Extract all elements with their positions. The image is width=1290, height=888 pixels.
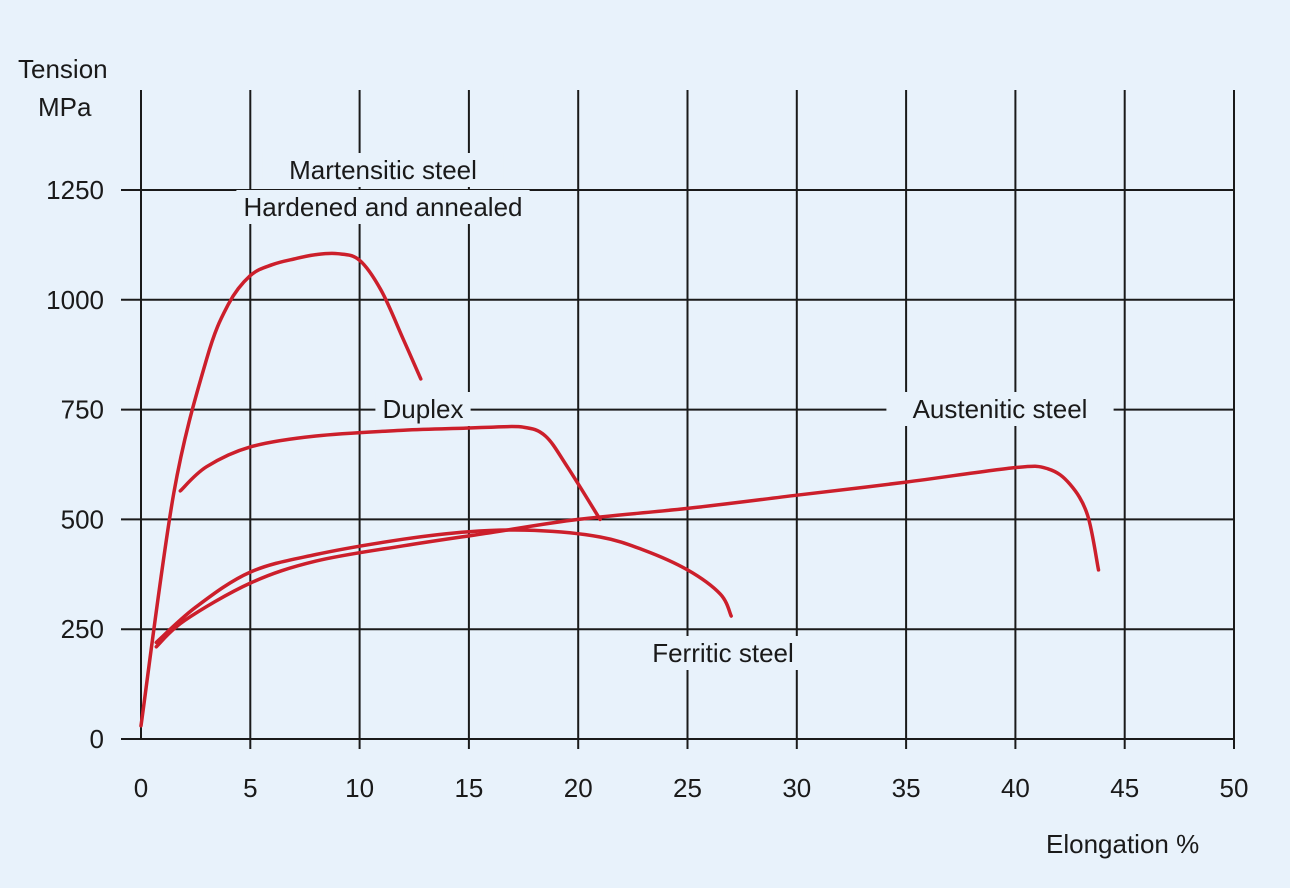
duplex-label: Duplex bbox=[383, 394, 464, 424]
grid bbox=[121, 90, 1235, 749]
ferritic-curve bbox=[154, 528, 733, 645]
y-tick-label: 750 bbox=[61, 395, 104, 425]
x-tick-label: 50 bbox=[1220, 773, 1249, 803]
y-tick-label: 0 bbox=[90, 724, 104, 754]
y-axis-title-line-1: Tension bbox=[18, 54, 108, 84]
y-tick-label: 250 bbox=[61, 614, 104, 644]
x-axis-title: Elongation % bbox=[1046, 829, 1199, 859]
x-tick-label: 45 bbox=[1110, 773, 1139, 803]
y-tick-label: 500 bbox=[61, 504, 104, 534]
label-backdrop bbox=[375, 392, 471, 426]
label-backdrop bbox=[262, 153, 504, 187]
austenitic-label: Austenitic steel bbox=[913, 394, 1088, 424]
x-tick-label: 30 bbox=[782, 773, 811, 803]
x-tick-label: 10 bbox=[345, 773, 374, 803]
martensitic-label: Hardened and annealed bbox=[243, 192, 522, 222]
label-backdrop bbox=[886, 392, 1114, 426]
label-backdrop bbox=[236, 190, 530, 224]
x-tick-label: 40 bbox=[1001, 773, 1030, 803]
martensitic-label: Martensitic steel bbox=[289, 155, 477, 185]
duplex-curve bbox=[178, 424, 602, 522]
label-backdrop bbox=[622, 636, 824, 670]
x-tick-label: 5 bbox=[243, 773, 257, 803]
ferritic-label: Ferritic steel bbox=[652, 638, 794, 668]
austenitic-curve bbox=[154, 464, 1101, 649]
series-lines bbox=[139, 251, 1101, 728]
series-labels: Martensitic steel Hardened and annealed Du… bbox=[236, 153, 1114, 670]
x-tick-label: 35 bbox=[892, 773, 921, 803]
x-tick-label: 15 bbox=[454, 773, 483, 803]
y-tick-label: 1000 bbox=[46, 285, 104, 315]
y-tick-labels: 0 250 500 750 1000 1250 bbox=[46, 175, 104, 754]
x-tick-label: 0 bbox=[134, 773, 148, 803]
x-tick-label: 25 bbox=[673, 773, 702, 803]
martensitic-curve bbox=[139, 251, 423, 728]
y-tick-label: 1250 bbox=[46, 175, 104, 205]
x-tick-labels: 0 5 10 15 20 25 30 35 40 45 50 bbox=[134, 773, 1249, 803]
x-tick-label: 20 bbox=[564, 773, 593, 803]
y-axis-title-line-2: MPa bbox=[38, 92, 92, 122]
